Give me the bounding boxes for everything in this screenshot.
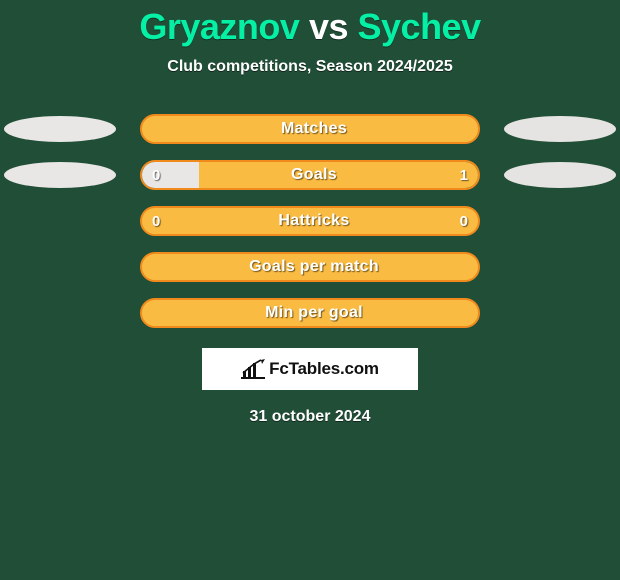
stat-row-matches: Matches <box>0 114 620 144</box>
stat-bar: Goals per match <box>140 252 480 282</box>
stat-label: Goals <box>142 162 478 188</box>
stat-label: Min per goal <box>142 300 478 326</box>
stat-value-p1: 0 <box>152 162 160 188</box>
stat-value-p1: 0 <box>152 208 160 234</box>
source-logo-text: FcTables.com <box>269 359 379 379</box>
stat-row-hattricks: Hattricks0 0 <box>0 206 620 236</box>
stat-row-goals: Goals0 1 <box>0 160 620 190</box>
source-logo: FcTables.com <box>202 348 418 390</box>
stat-bar: Min per goal <box>140 298 480 328</box>
stat-bar: Goals0 1 <box>140 160 480 190</box>
title-vs: vs <box>309 6 348 47</box>
stat-bar: Matches <box>140 114 480 144</box>
infographic: Gryaznov vs Sychev Club competitions, Se… <box>0 0 620 426</box>
page-title: Gryaznov vs Sychev <box>0 6 620 48</box>
player2-ellipse <box>504 162 616 188</box>
player1-ellipse <box>4 116 116 142</box>
player1-name: Gryaznov <box>139 6 299 47</box>
chart-icon <box>241 359 265 379</box>
stat-value-p2: 1 <box>460 162 468 188</box>
subtitle: Club competitions, Season 2024/2025 <box>0 58 620 76</box>
stat-row-min-per-goal: Min per goal <box>0 298 620 328</box>
stat-label: Goals per match <box>142 254 478 280</box>
stat-value-p2: 0 <box>460 208 468 234</box>
stat-rows: MatchesGoals01Hattricks00Goals per match… <box>0 114 620 328</box>
player2-ellipse <box>504 116 616 142</box>
date: 31 october 2024 <box>0 408 620 426</box>
player2-name: Sychev <box>358 6 481 47</box>
stat-bar: Hattricks0 0 <box>140 206 480 236</box>
player1-ellipse <box>4 162 116 188</box>
stat-label: Matches <box>142 116 478 142</box>
stat-row-goals-per-match: Goals per match <box>0 252 620 282</box>
stat-label: Hattricks <box>142 208 478 234</box>
